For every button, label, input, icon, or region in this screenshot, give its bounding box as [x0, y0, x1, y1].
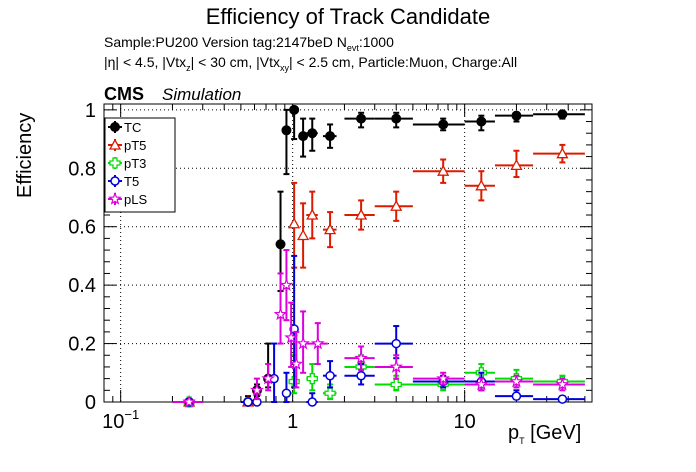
data-point [510, 159, 523, 171]
x-axis-label-sub: T [519, 436, 525, 446]
data-point [356, 113, 367, 124]
y-tick-label: 0 [85, 392, 96, 414]
data-point [289, 356, 304, 370]
data-point [310, 336, 325, 350]
data-point [390, 378, 402, 391]
data-point [354, 350, 368, 364]
data-point [555, 377, 570, 391]
data-point [325, 131, 336, 142]
sample-text: Sample:PU200 Version tag:2147beD N [104, 34, 347, 50]
nevt-value: :1000 [358, 34, 394, 50]
data-point [557, 394, 568, 404]
data-point [296, 336, 310, 350]
data-point [273, 307, 288, 321]
data-point [110, 122, 120, 132]
simulation-label: Simulation [162, 85, 242, 104]
data-point [109, 157, 121, 169]
data-point [437, 164, 450, 176]
plot-frame [103, 103, 593, 403]
data-point [391, 113, 402, 124]
series-pls [172, 249, 585, 408]
y-tick-label: 0.4 [68, 275, 96, 297]
y-tick-label: 1 [85, 100, 96, 122]
data-point [281, 125, 292, 136]
data-point [296, 229, 310, 241]
data-point [324, 387, 336, 399]
legend-entry: pT5 [124, 138, 146, 153]
data-point [298, 131, 309, 142]
data-point [390, 199, 403, 211]
data-point [110, 176, 120, 186]
data-point [325, 370, 335, 381]
sample-info: Sample:PU200 Version tag:2147beD Nevt:10… [104, 34, 394, 53]
data-point [389, 359, 404, 373]
data-point [307, 397, 318, 407]
data-point [391, 338, 401, 349]
data-point [556, 147, 569, 159]
x-tick-label: 10 [454, 411, 476, 433]
cms-label: CMS [104, 84, 144, 104]
data-point [306, 208, 319, 220]
data-point [355, 208, 368, 220]
data-point [243, 397, 253, 407]
data-point [289, 104, 300, 115]
series-pt5 [172, 143, 585, 407]
legend-entry: T5 [124, 174, 139, 189]
y-tick-label: 0.8 [68, 158, 96, 180]
chart-title: Efficiency of Track Candidate [205, 4, 491, 29]
data-point [275, 239, 286, 250]
vtx-xy-subscript: xy [279, 62, 289, 73]
data-point [475, 179, 488, 191]
grid [104, 104, 592, 402]
x-tick-label: 1 [287, 411, 298, 433]
nevt-subscript: evt [346, 42, 359, 53]
data-point [307, 128, 318, 139]
data-point [511, 110, 522, 121]
data-point [284, 330, 299, 344]
data-point [509, 374, 524, 388]
data-point [438, 119, 449, 130]
y-tick-label: 0.6 [68, 217, 96, 239]
y-tick-label: 0.2 [68, 334, 96, 356]
data-point [436, 371, 451, 385]
data-point [261, 371, 276, 385]
data-point [281, 388, 292, 398]
legend: TC pT5 pT3 T5 pLS [104, 117, 176, 213]
x-tick-label: 10−1 [102, 407, 139, 433]
cuts-part-b: | < 30 cm, |Vtx [190, 54, 280, 70]
data-point [108, 138, 122, 150]
series-tc [172, 104, 585, 407]
legend-entry: pLS [124, 192, 147, 207]
x-tick-exponent: −1 [124, 407, 139, 422]
data-point [557, 109, 568, 120]
data-point [306, 372, 318, 385]
legend-entry: pT3 [124, 156, 146, 171]
data-point [511, 391, 522, 401]
data-point [279, 277, 294, 292]
cuts-part-a: |η| < 4.5, |Vtx [104, 54, 187, 70]
data-point [182, 394, 196, 408]
selection-cuts: |η| < 4.5, |Vtxz| < 30 cm, |Vtxxy| < 2.5… [104, 54, 517, 73]
x-axis-label: pT [GeV] [508, 422, 581, 446]
data-point [250, 383, 264, 397]
data-point [476, 116, 487, 127]
vtx-z-subscript: z [186, 62, 191, 73]
data-point [356, 370, 366, 381]
cuts-part-c: | < 2.5 cm, Particle:Muon, Charge:All [288, 54, 518, 70]
data-point [474, 377, 489, 391]
data-point [108, 191, 122, 205]
data-point [323, 223, 337, 235]
data-point [288, 217, 301, 229]
x-axis-label-main: p [508, 422, 520, 444]
legend-entry: TC [124, 120, 141, 135]
x-axis-label-unit: [GeV] [524, 422, 582, 444]
